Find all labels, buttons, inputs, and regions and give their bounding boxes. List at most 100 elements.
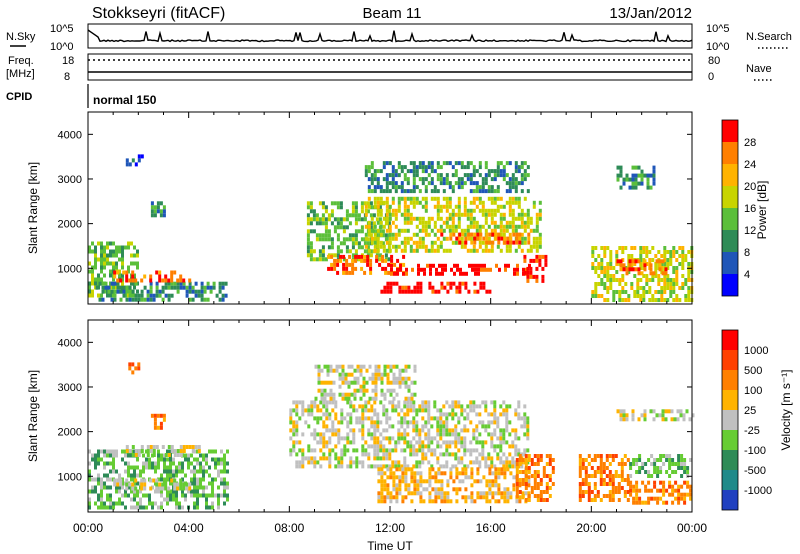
data-cell [523,404,527,409]
data-cell [687,270,691,274]
data-cell [442,228,446,233]
data-cell [687,274,691,278]
data-cell [94,277,97,282]
sky-left-tick-bottom: 10^0 [50,41,74,53]
data-cell [351,205,355,210]
data-cell [406,220,410,225]
data-cell [164,278,168,283]
data-cell [181,469,184,474]
data-cell [470,495,474,500]
data-cell [490,460,494,465]
data-cell [415,420,419,425]
data-cell [412,204,416,209]
data-cell [681,258,685,262]
data-cell [485,479,489,484]
data-cell [533,462,537,466]
data-cell [508,185,512,190]
data-cell [316,404,320,409]
data-cell [482,475,486,480]
data-cell [508,204,512,209]
data-cell [681,250,685,254]
data-cell [452,479,456,484]
data-cell [490,185,494,190]
data-cell [424,420,428,425]
data-cell [451,224,455,229]
data-cell [167,278,171,283]
data-cell [488,232,492,237]
data-cell [338,384,342,389]
data-cell [339,205,343,210]
data-cell [406,189,410,194]
data-cell [404,479,408,484]
data-cell [148,457,151,462]
data-cell [511,224,515,229]
data-cell [590,490,594,494]
data-cell [473,281,477,286]
data-cell [502,428,506,433]
data-cell [609,282,613,286]
data-cell [508,432,512,437]
data-cell [466,216,470,221]
data-cell [356,368,360,373]
data-cell [378,262,382,267]
data-cell [154,501,157,506]
data-cell [376,244,380,249]
data-cell [648,258,652,262]
data-cell [298,460,302,465]
data-cell [161,482,165,487]
data-cell [600,266,604,270]
data-cell [505,161,509,166]
data-cell [512,240,516,245]
data-cell [162,413,166,418]
data-cell [320,380,324,385]
data-cell [433,224,437,229]
data-cell [330,209,334,214]
data-cell [635,484,639,489]
data-cell [412,448,416,453]
data-cell [325,444,329,449]
data-cell [94,453,97,458]
data-cell [164,453,168,457]
data-cell [499,444,503,449]
data-cell [603,254,607,258]
data-cell [446,499,450,504]
data-cell [388,228,392,233]
data-cell [428,483,432,488]
data-cell [517,181,521,186]
data-cell [463,200,467,205]
data-cell [666,278,670,282]
data-cell [376,200,380,205]
data-cell [446,491,450,496]
data-cell [395,392,399,397]
data-cell [223,453,226,458]
data-cell [481,200,485,205]
data-cell [642,286,646,290]
data-cell [412,428,416,433]
data-cell [526,278,530,283]
data-cell [623,462,627,466]
data-cell [389,471,393,476]
data-cell [596,490,600,494]
data-cell [370,216,374,221]
data-cell [208,473,211,478]
data-cell [202,477,205,482]
data-cell [131,270,135,275]
data-cell [330,201,334,206]
data-cell [605,454,609,458]
data-cell [440,285,444,290]
data-cell [106,245,109,250]
data-cell [150,209,154,214]
data-cell [325,404,329,409]
data-cell [628,267,632,272]
data-cell [469,220,473,225]
data-cell [478,189,482,194]
data-cell [511,464,515,469]
data-cell [339,254,343,259]
data-cell [684,254,688,258]
data-cell [172,457,175,462]
data-cell [137,158,141,163]
data-cell [173,478,177,483]
data-cell [133,473,136,478]
data-cell [444,263,447,268]
data-cell [624,282,628,286]
